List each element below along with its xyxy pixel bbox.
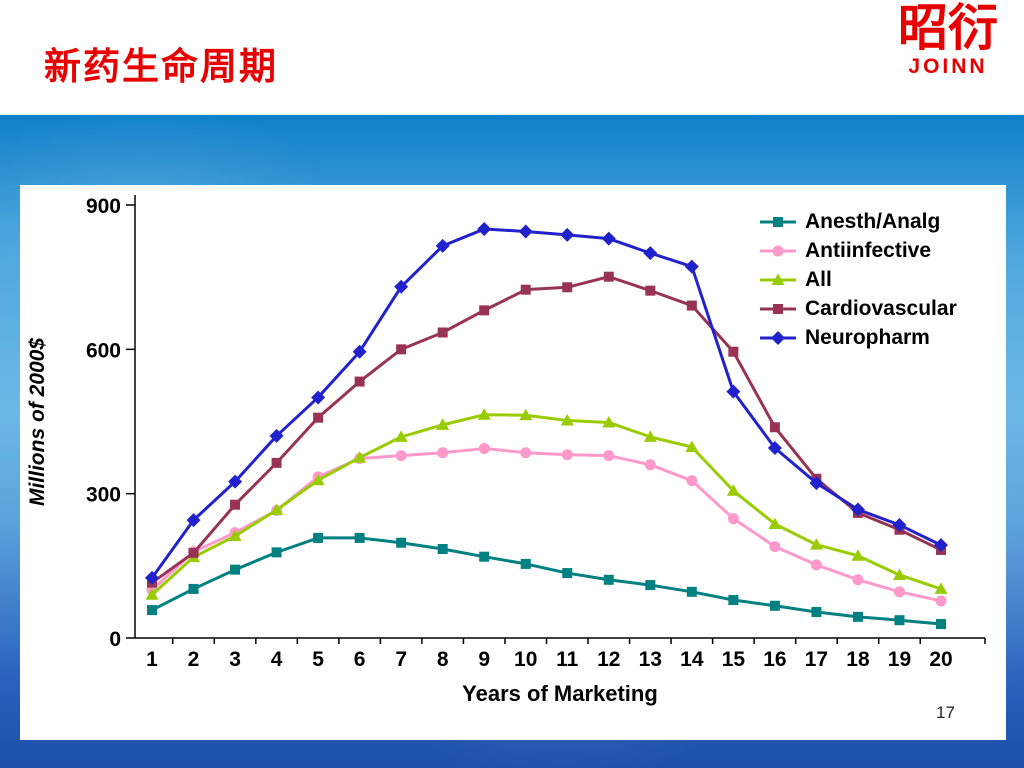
legend-item: Antiinfective xyxy=(759,236,957,265)
chart-panel: Millions of 2000$ 0 300 600 900 1 2 3 4 5 6 7 8 9 10 1… xyxy=(20,185,1006,740)
svg-text:3: 3 xyxy=(229,648,241,671)
svg-text:4: 4 xyxy=(271,648,283,671)
svg-text:13: 13 xyxy=(639,648,662,671)
svg-text:0: 0 xyxy=(109,628,121,651)
svg-text:900: 900 xyxy=(86,195,121,218)
svg-text:5: 5 xyxy=(312,648,324,671)
svg-text:6: 6 xyxy=(354,648,366,671)
series-antiinfective xyxy=(146,442,947,607)
series-all xyxy=(145,408,948,600)
legend-label: Neuropharm xyxy=(805,325,930,349)
svg-text:17: 17 xyxy=(805,648,828,671)
svg-text:15: 15 xyxy=(722,648,746,671)
legend-marker-diamond-icon xyxy=(760,330,796,345)
svg-text:2: 2 xyxy=(188,648,200,671)
svg-text:7: 7 xyxy=(395,648,407,671)
y-axis-title: Millions of 2000$ xyxy=(26,337,49,507)
legend-label: Anesth/Analg xyxy=(805,209,941,233)
logo-chinese-characters: 昭衍 xyxy=(898,0,998,57)
legend-marker-square-icon xyxy=(760,216,796,227)
legend-item: Neuropharm xyxy=(759,323,957,352)
svg-text:300: 300 xyxy=(86,484,121,507)
slide-title: 新药生命周期 xyxy=(44,45,278,88)
svg-text:20: 20 xyxy=(929,648,952,671)
x-axis-title: Years of Marketing xyxy=(462,681,658,706)
legend-marker-circle-icon xyxy=(760,245,796,256)
svg-text:19: 19 xyxy=(888,648,911,671)
axes xyxy=(126,195,986,644)
logo-wordmark: JOINN xyxy=(908,54,988,78)
svg-text:10: 10 xyxy=(514,648,537,671)
svg-text:9: 9 xyxy=(478,648,490,671)
svg-text:16: 16 xyxy=(763,648,786,671)
series-neuropharm xyxy=(145,222,948,585)
page-number: 17 xyxy=(936,703,955,722)
svg-text:14: 14 xyxy=(680,648,704,671)
svg-text:11: 11 xyxy=(556,648,579,671)
chart-legend: Anesth/Analg Antiinfective All Cardiovascul… xyxy=(755,205,961,354)
svg-text:12: 12 xyxy=(597,648,620,671)
svg-text:8: 8 xyxy=(437,648,449,671)
slide-header: 新药生命周期 昭衍 JOINN xyxy=(0,0,1024,115)
svg-text:1: 1 xyxy=(146,648,158,671)
legend-item: All xyxy=(759,265,957,294)
joinn-logo: 昭衍 JOINN xyxy=(898,2,998,79)
svg-text:600: 600 xyxy=(86,339,121,362)
legend-label: All xyxy=(805,267,832,291)
svg-text:18: 18 xyxy=(846,648,870,671)
legend-label: Cardiovascular xyxy=(805,296,957,320)
series-anesth-analg xyxy=(147,532,946,630)
legend-label: Antiinfective xyxy=(805,238,932,262)
legend-marker-triangle-icon xyxy=(760,273,796,285)
legend-marker-square-icon xyxy=(760,303,796,314)
legend-item: Anesth/Analg xyxy=(759,207,957,236)
legend-item: Cardiovascular xyxy=(759,294,957,323)
